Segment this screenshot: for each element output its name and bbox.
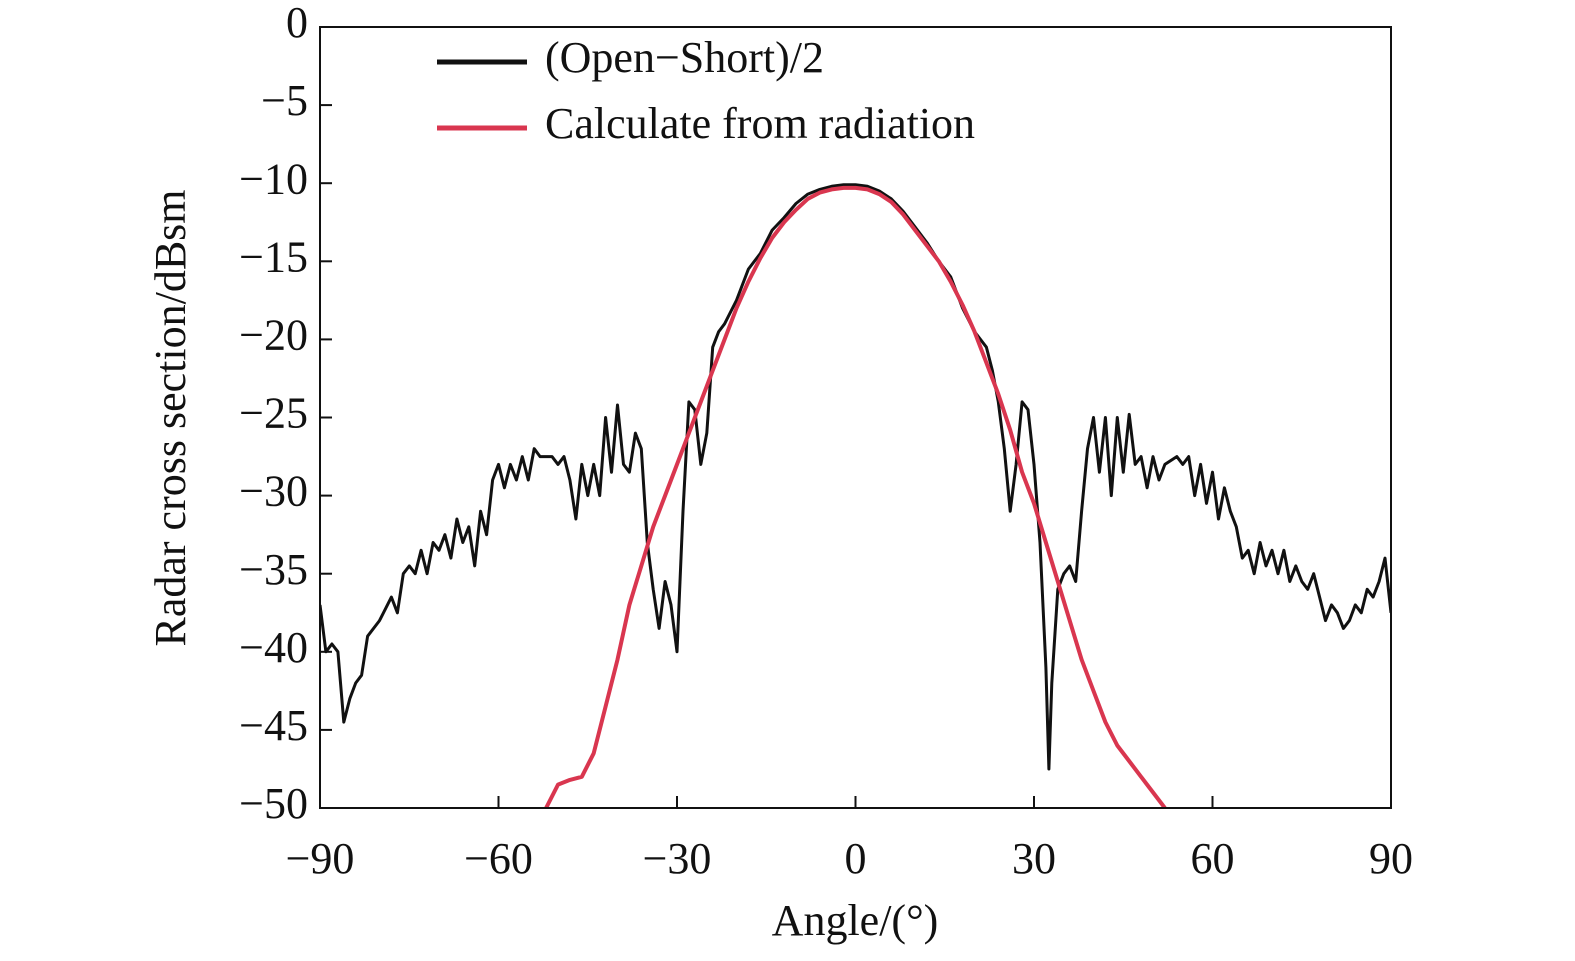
x-tick-label: −60 bbox=[464, 834, 533, 883]
y-tick-label: 0 bbox=[286, 0, 308, 47]
y-tick-label: −30 bbox=[239, 467, 308, 516]
plot-lines bbox=[320, 183, 1391, 808]
y-tick-label: −25 bbox=[239, 389, 308, 438]
x-tick-label: −90 bbox=[286, 834, 355, 883]
y-tick-label: −20 bbox=[239, 310, 308, 359]
data-line bbox=[544, 185, 1167, 808]
x-tick-label: 0 bbox=[845, 834, 867, 883]
x-tick-label: 60 bbox=[1191, 834, 1235, 883]
y-axis-label: Radar cross section/dBsm bbox=[146, 189, 195, 646]
y-tick-label: −50 bbox=[239, 779, 308, 828]
y-tick-label: −5 bbox=[261, 76, 308, 125]
y-tick-label: −45 bbox=[239, 701, 308, 750]
y-tick-label: −35 bbox=[239, 545, 308, 594]
x-axis-label: Angle/(°) bbox=[772, 896, 939, 945]
legend-text: (Open−Short)/2 bbox=[545, 33, 824, 82]
x-tick-label: 30 bbox=[1012, 834, 1056, 883]
y-tick-label: −15 bbox=[239, 232, 308, 281]
y-tick-label: −40 bbox=[239, 623, 308, 672]
x-tick-label: 90 bbox=[1369, 834, 1413, 883]
x-tick-label: −30 bbox=[643, 834, 712, 883]
data-line bbox=[320, 183, 1391, 771]
y-tick-label: −10 bbox=[239, 154, 308, 203]
legend-text: Calculate from radiation bbox=[545, 99, 975, 148]
